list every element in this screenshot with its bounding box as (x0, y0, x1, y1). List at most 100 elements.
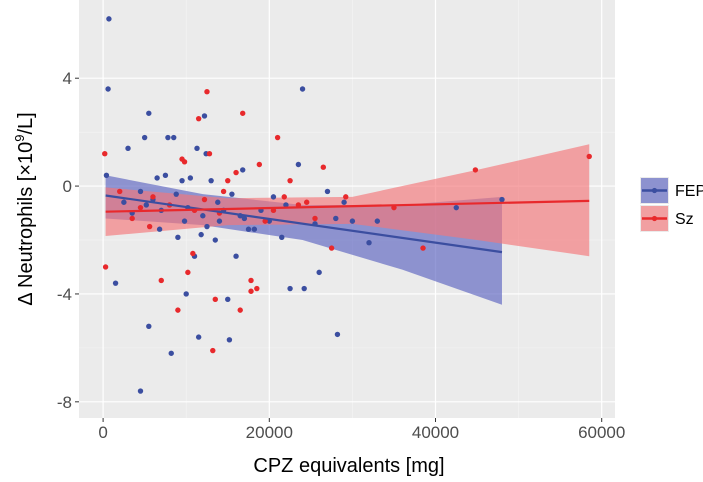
data-point-fep (295, 161, 302, 168)
data-point-fep (324, 188, 331, 195)
data-point-fep (198, 231, 204, 238)
data-point-fep (270, 194, 277, 200)
data-point-sz (195, 115, 202, 122)
data-point-fep (287, 285, 293, 292)
data-point-sz (343, 194, 349, 200)
data-point-sz (328, 245, 335, 251)
legend-key-sz-point (651, 215, 658, 222)
data-point-fep (125, 145, 131, 152)
data-point-fep (233, 253, 239, 259)
fit-line-sz (105, 199, 590, 213)
legend-key-fep-point (651, 187, 658, 194)
y-tick-label: -8 (57, 393, 72, 412)
data-point-fep (105, 86, 111, 92)
data-point-fep (225, 296, 231, 303)
y-tick-label: -4 (57, 285, 72, 304)
data-point-sz (472, 167, 479, 173)
data-point-fep (146, 110, 152, 116)
data-point-sz (240, 110, 246, 116)
data-point-fep (283, 202, 289, 208)
data-point-fep (103, 172, 110, 178)
data-point-sz (129, 215, 135, 222)
axis-ticks: 0 20000 40000 60000 -8 -4 0 4 (57, 69, 625, 442)
data-point-fep (316, 269, 322, 276)
legend: FEP Sz (640, 177, 703, 232)
data-point-sz (210, 347, 216, 354)
data-point-sz (256, 161, 263, 168)
data-point-sz (220, 188, 227, 195)
data-point-sz (225, 177, 231, 184)
data-point-fep (112, 280, 119, 286)
data-point-fep (106, 16, 112, 22)
data-point-fep (240, 167, 246, 173)
data-point-fep (212, 237, 218, 243)
ci-band-sz (105, 144, 590, 257)
confidence-bands (105, 144, 590, 305)
y-axis-title-prefix: Δ Neutrophils [×10 (15, 142, 37, 306)
data-point-fep (154, 175, 160, 181)
data-point-fep (251, 226, 258, 232)
data-point-fep (194, 145, 200, 152)
data-point-sz (248, 288, 254, 294)
data-point-sz (586, 153, 592, 160)
y-axis-title: Δ Neutrophils [×109/L] (12, 112, 37, 306)
data-point-fep (334, 331, 341, 338)
data-point-fep (165, 134, 171, 141)
data-point-fep (181, 218, 188, 224)
x-tick-label: 60000 (578, 423, 625, 442)
data-point-fep (173, 191, 179, 197)
data-point-fep (162, 172, 169, 178)
data-point-fep (229, 191, 235, 197)
x-tick-label: 40000 (412, 423, 459, 442)
data-point-sz (102, 264, 109, 270)
data-point-fep (279, 234, 285, 241)
data-point-fep (299, 86, 306, 92)
data-point-sz (206, 151, 213, 157)
data-point-fep (301, 285, 307, 292)
data-point-fep (216, 218, 223, 224)
data-point-sz (150, 194, 156, 200)
data-point-sz (303, 199, 310, 205)
data-point-sz (233, 169, 239, 176)
data-point-sz (179, 156, 185, 162)
data-point-fep (204, 223, 210, 230)
data-point-fep (453, 204, 459, 211)
data-point-fep (168, 350, 174, 356)
y-tick-label: 0 (63, 177, 72, 196)
data-point-sz (281, 194, 287, 200)
legend-label-fep: FEP (675, 183, 703, 200)
grid (79, 0, 615, 418)
data-point-sz (185, 269, 191, 276)
data-point-fep (215, 199, 221, 205)
data-point-sz (212, 296, 218, 303)
data-point-sz (204, 88, 210, 95)
data-point-sz (237, 307, 243, 313)
x-axis-title: CPZ equivalents [mg] (253, 455, 444, 477)
data-point-sz (117, 188, 123, 195)
y-tick-label: 4 (63, 69, 72, 88)
legend-label-sz: Sz (675, 211, 694, 228)
data-point-fep (245, 226, 252, 232)
data-point-fep (143, 202, 150, 208)
data-point-sz (175, 307, 181, 313)
data-point-sz (312, 215, 318, 222)
data-point-fep (208, 177, 214, 184)
data-point-sz (158, 277, 164, 284)
x-tick-label: 0 (98, 423, 107, 442)
x-tick-label: 20000 (246, 423, 293, 442)
fit-line-fep (105, 194, 503, 254)
data-point-fep (241, 215, 248, 222)
data-point-sz (262, 218, 268, 224)
data-point-fep (187, 175, 194, 181)
data-point-sz (146, 223, 153, 230)
data-point-fep (374, 218, 381, 224)
y-axis-title-suffix: /L] (15, 112, 37, 134)
data-point-fep (146, 323, 152, 330)
data-point-sz (201, 196, 208, 203)
fit-lines (105, 194, 590, 254)
data-point-sz (137, 204, 144, 211)
data-point-sz (420, 245, 426, 251)
data-point-fep (175, 234, 181, 241)
data-point-sz (248, 277, 254, 284)
data-point-fep (341, 199, 347, 205)
